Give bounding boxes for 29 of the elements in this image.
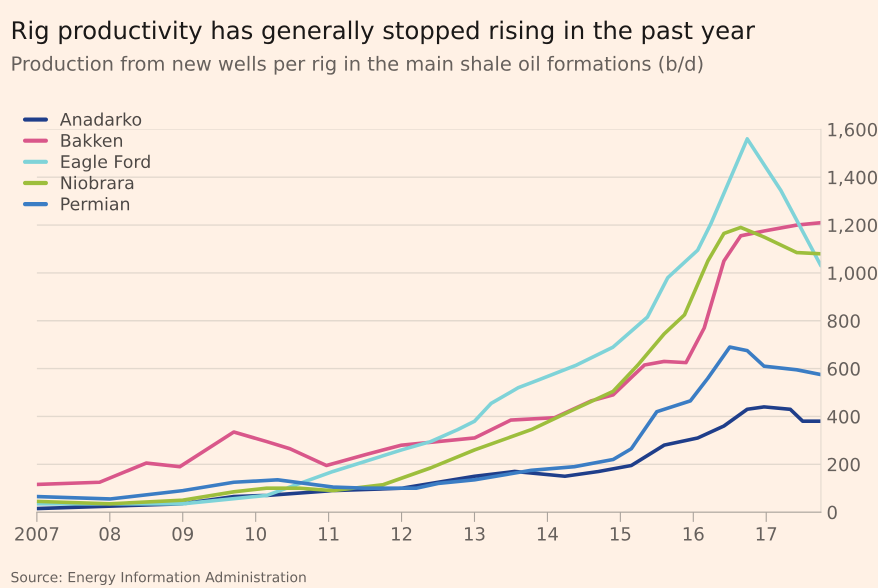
x-tick-label: 15 <box>610 527 630 541</box>
line-series <box>36 345 821 501</box>
y-tick-label: 1,600 <box>828 122 877 138</box>
chart-subtitle: Production from new wells per rig in the main shale oil formations (b/d) <box>12 56 702 75</box>
x-tick-label: 17 <box>756 527 776 540</box>
x-tick-label: 2007 <box>15 527 58 541</box>
y-tick-label: 1,000 <box>828 266 877 282</box>
legend-label: Permian <box>61 197 130 210</box>
legend-label: Niobrara <box>61 176 134 190</box>
chart-title: Rig productivity has generally stopped rising in the past year <box>12 20 755 44</box>
x-tick-label: 14 <box>538 527 558 540</box>
legend-label: Anadarko <box>60 112 142 126</box>
x-tick-label: 09 <box>172 527 193 541</box>
y-tick-label: 600 <box>828 362 860 376</box>
y-tick-label: 1,200 <box>828 218 877 234</box>
y-tick-label: 1,400 <box>828 170 877 186</box>
legend-label: Bakken <box>61 134 122 148</box>
y-tick-label: 800 <box>828 314 860 328</box>
legend-label: Eagle Ford <box>61 154 150 172</box>
x-tick-label: 10 <box>246 527 266 541</box>
x-tick-label: 08 <box>100 527 120 541</box>
x-tick-label: 13 <box>464 527 485 541</box>
y-tick-label: 400 <box>827 410 860 424</box>
y-tick-label: 200 <box>828 458 860 472</box>
source-note: Source: Energy Information Administration <box>11 572 306 586</box>
x-tick-label: 12 <box>392 527 412 540</box>
x-tick-label: 16 <box>684 527 704 541</box>
x-tick-label: 11 <box>319 527 338 540</box>
y-tick-label: 0 <box>828 506 837 520</box>
